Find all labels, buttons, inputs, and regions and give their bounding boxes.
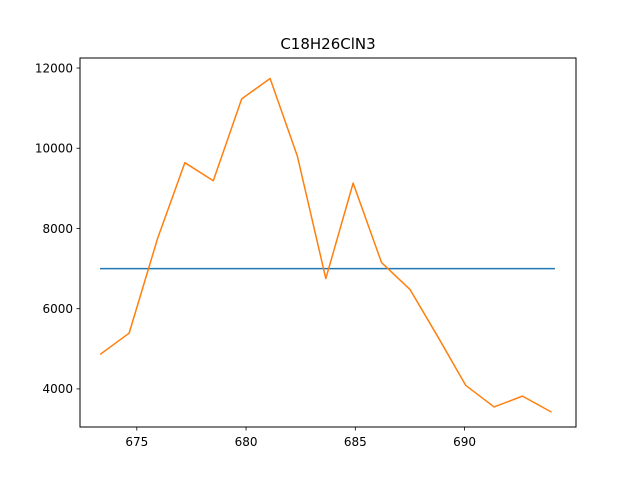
chart-title: C18H26ClN3 bbox=[280, 35, 375, 53]
series-layer bbox=[99, 77, 555, 413]
series-line-1 bbox=[99, 77, 552, 413]
y-tick-label: 6000 bbox=[42, 302, 73, 316]
y-tick-label: 10000 bbox=[35, 142, 73, 156]
x-axis: 675 680 685 690 bbox=[125, 427, 476, 449]
x-tick-label: 685 bbox=[344, 435, 367, 449]
y-tick-label: 4000 bbox=[42, 382, 73, 396]
x-tick-label: 690 bbox=[453, 435, 476, 449]
y-tick-label: 12000 bbox=[35, 61, 73, 75]
y-axis: 4000 6000 8000 10000 12000 bbox=[35, 61, 80, 396]
x-tick-label: 680 bbox=[235, 435, 258, 449]
x-tick-label: 675 bbox=[125, 435, 148, 449]
y-tick-label: 8000 bbox=[42, 222, 73, 236]
plot-frame bbox=[79, 57, 577, 428]
